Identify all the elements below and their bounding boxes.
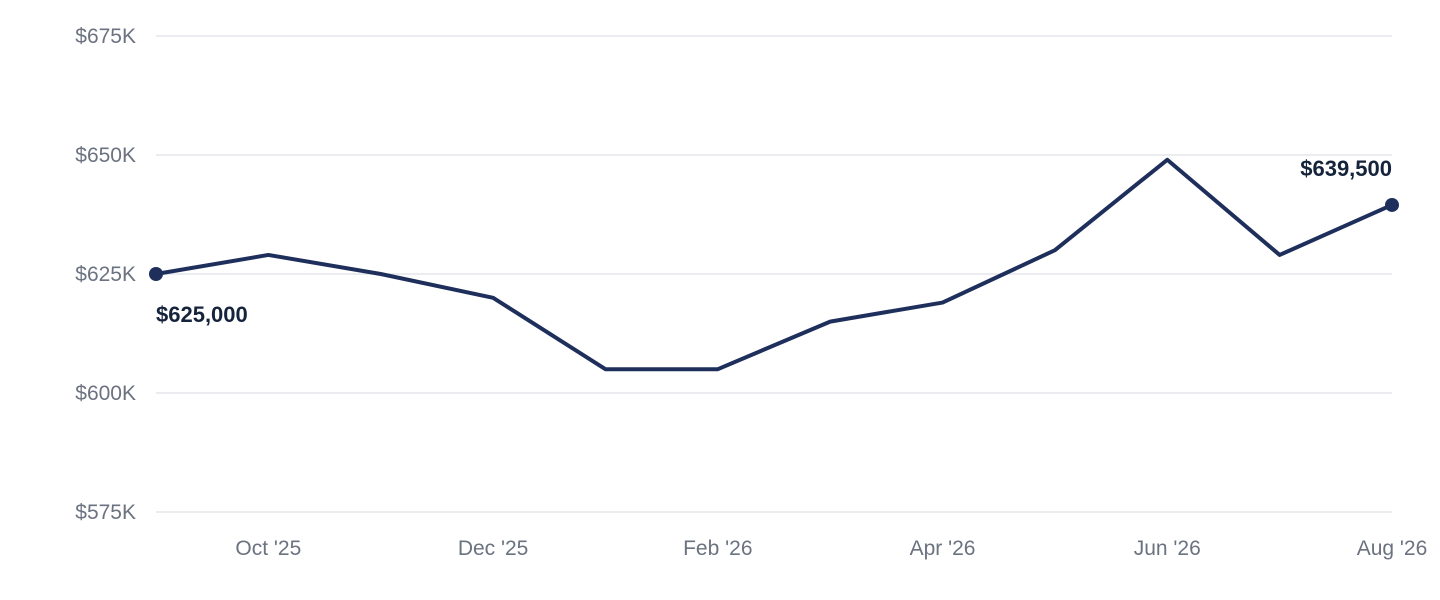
x-axis-ticks: Oct '25 Dec '25 Feb '26 Apr '26 Jun '26 Aug '… <box>235 537 1427 560</box>
y-tick-label: $600K <box>75 382 136 405</box>
y-tick-label: $675K <box>75 25 136 48</box>
gridlines <box>156 35 1392 513</box>
endpoint-marker <box>149 267 163 281</box>
endpoint-marker <box>1385 197 1399 212</box>
data-label: $625,000 <box>156 302 248 327</box>
y-tick-label: $650K <box>75 144 136 167</box>
y-tick-label: $625K <box>75 263 136 286</box>
series-line <box>154 157 1394 372</box>
x-tick-label: Dec '25 <box>458 537 529 560</box>
x-tick-label: Aug '26 <box>1357 537 1428 560</box>
y-axis-ticks: $575K $600K $625K $650K $675K <box>75 25 136 524</box>
series <box>154 157 1394 372</box>
x-tick-label: Oct '25 <box>235 537 301 560</box>
annotations: $625,000 $639,500 <box>149 156 1399 327</box>
data-label: $639,500 <box>1300 156 1392 181</box>
y-tick-label: $575K <box>75 501 136 524</box>
x-tick-label: Jun '26 <box>1134 537 1201 560</box>
x-tick-label: Feb '26 <box>683 537 752 560</box>
x-tick-label: Apr '26 <box>910 537 976 560</box>
